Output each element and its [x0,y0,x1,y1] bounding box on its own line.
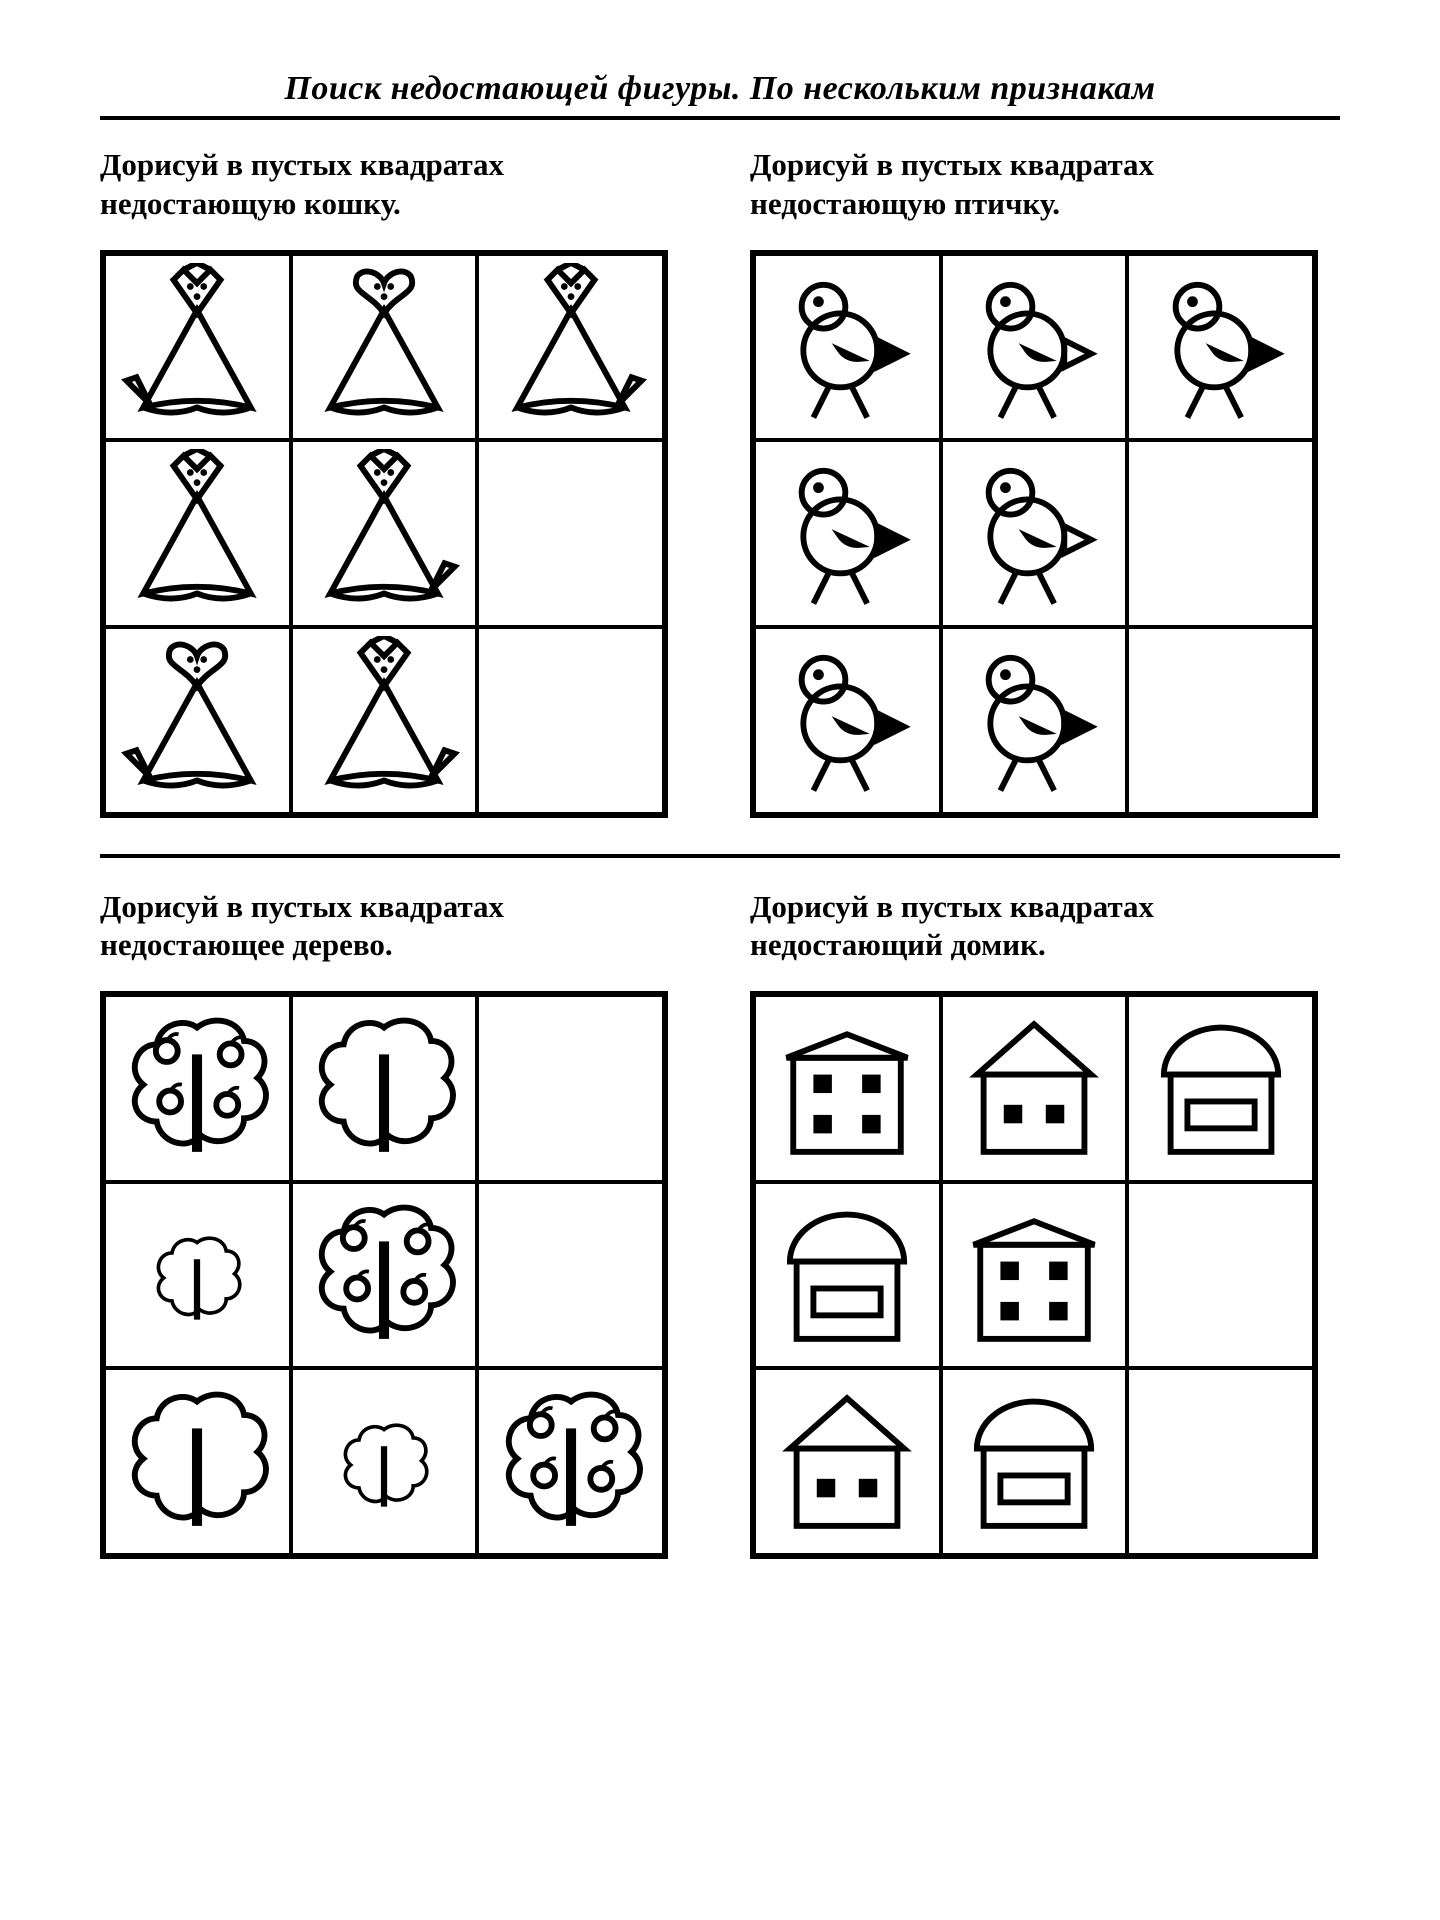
divider-top [100,116,1340,120]
cat-cell [104,440,291,627]
cat-cell [477,627,664,814]
bird-cell [941,440,1128,627]
house-cell [1127,1182,1314,1369]
house-cell [941,995,1128,1182]
cat-cell [291,254,478,441]
tree-cell [104,1368,291,1555]
tree-cell [291,1182,478,1369]
cat-cell [477,254,664,441]
task-1-prompt: Дорисуй в пустых квадратах недостающую к… [100,146,690,224]
bird-cell [1127,440,1314,627]
house-cell [1127,1368,1314,1555]
grid-houses [750,991,1318,1559]
tree-cell [104,1182,291,1369]
bird-cell [941,254,1128,441]
bird-cell [754,627,941,814]
house-cell [941,1368,1128,1555]
tree-cell [477,995,664,1182]
bird-cell [941,627,1128,814]
grid-cats [100,250,668,818]
bird-cell [1127,627,1314,814]
house-cell [754,995,941,1182]
tree-cell [477,1182,664,1369]
house-cell [754,1182,941,1369]
tree-cell [477,1368,664,1555]
grid-birds [750,250,1318,818]
cat-cell [477,440,664,627]
divider-mid [100,854,1340,858]
tree-cell [104,995,291,1182]
grid-trees [100,991,668,1559]
house-cell [1127,995,1314,1182]
task-3-prompt: Дорисуй в пустых квадратах недостающее д… [100,888,690,966]
page-title: Поиск недостающей фигуры. По нескольким … [100,70,1340,108]
bird-cell [754,440,941,627]
cat-cell [104,627,291,814]
task-2-prompt: Дорисуй в пустых квадратах недостающую п… [750,146,1340,224]
tree-cell [291,995,478,1182]
task-4-prompt: Дорисуй в пустых квадратах недостающий д… [750,888,1340,966]
house-cell [754,1368,941,1555]
tree-cell [291,1368,478,1555]
cat-cell [291,440,478,627]
house-cell [941,1182,1128,1369]
bird-cell [754,254,941,441]
bird-cell [1127,254,1314,441]
cat-cell [104,254,291,441]
cat-cell [291,627,478,814]
